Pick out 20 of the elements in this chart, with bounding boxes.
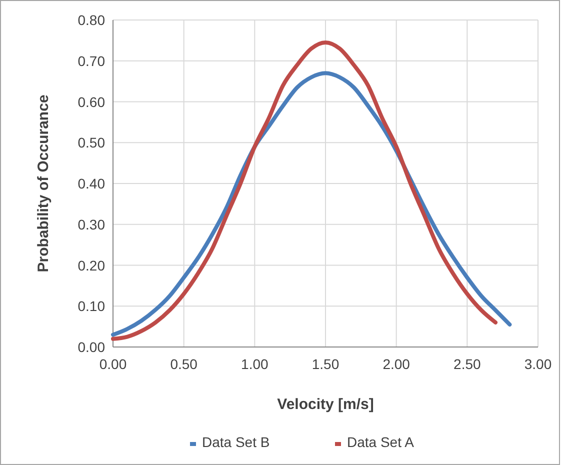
x-tick-label: 3.00 <box>524 356 552 372</box>
x-tick-label: 0.50 <box>170 356 198 372</box>
x-axis-title: Velocity [m/s] <box>277 396 374 413</box>
y-tick-label: 0.00 <box>78 339 106 355</box>
y-tick-label: 0.40 <box>78 176 106 192</box>
x-tick-label: 0.00 <box>99 356 127 372</box>
y-tick-label: 0.20 <box>78 257 106 274</box>
y-tick-label: 0.10 <box>78 298 106 314</box>
x-tick-label: 2.00 <box>382 356 410 372</box>
x-tick-label: 1.50 <box>312 356 340 372</box>
x-tick-label: 2.50 <box>454 356 482 372</box>
y-tick-label: 0.60 <box>78 94 106 110</box>
y-tick-label: 0.70 <box>78 52 106 69</box>
y-tick-label: 0.30 <box>78 216 106 232</box>
x-tick-label: 1.00 <box>241 356 269 372</box>
legend-label: Data Set A <box>347 434 415 450</box>
y-tick-label: 0.80 <box>78 12 106 28</box>
y-tick-label: 0.50 <box>78 134 106 151</box>
legend-label: Data Set B <box>202 434 270 450</box>
y-axis-title: Probability of Occurance <box>35 94 52 272</box>
